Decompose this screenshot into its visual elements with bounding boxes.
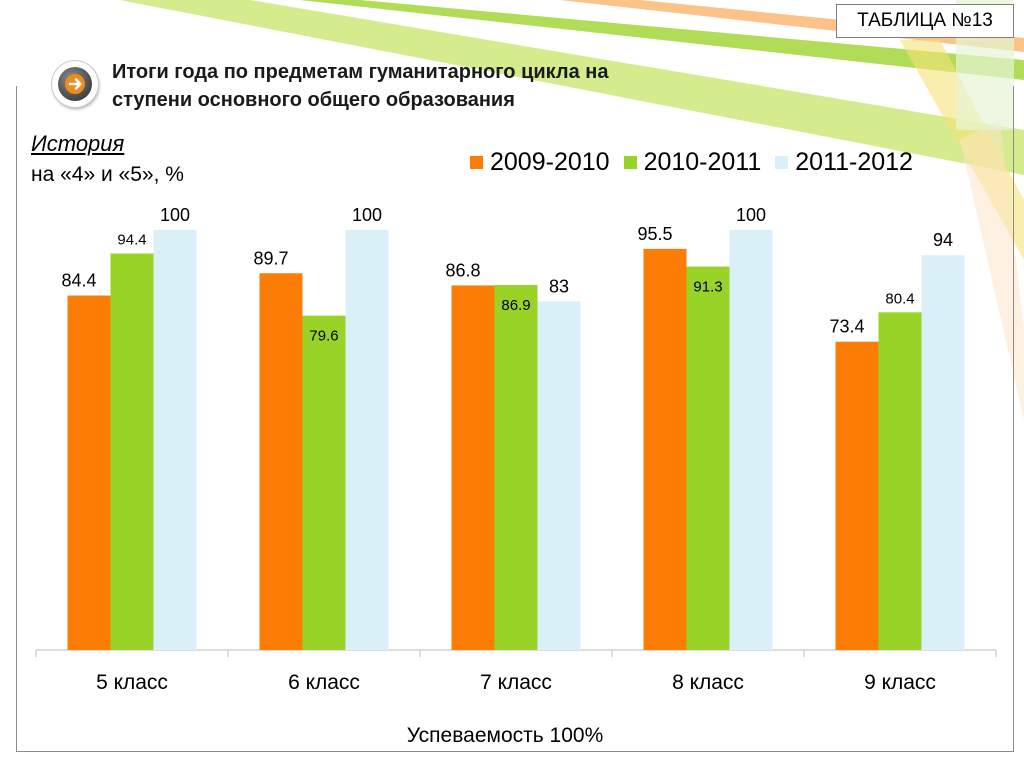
bar-2011-2012-6 bbox=[345, 230, 389, 650]
data-label-2009-2010-8: 95.5 bbox=[637, 224, 672, 244]
data-label-2009-2010-6: 89.7 bbox=[253, 248, 288, 268]
orange-stripe bbox=[560, 0, 1024, 52]
legend-swatch-2011-2012 bbox=[775, 155, 789, 169]
data-label-2011-2012-9: 94 bbox=[933, 230, 953, 250]
x-tick-label: 6 класс bbox=[288, 671, 360, 694]
chart-footnote: Успеваемость 100% bbox=[406, 724, 604, 747]
data-label-2011-2012-6: 100 bbox=[352, 205, 382, 225]
chart-legend: 2009-2010 2010-2011 2011-2012 bbox=[470, 146, 927, 178]
legend-item-2009-2010: 2009-2010 bbox=[470, 148, 610, 177]
legend-swatch-2009-2010 bbox=[470, 155, 483, 169]
data-label-2010-2011-5: 94.4 bbox=[117, 232, 146, 249]
legend-item-2011-2012: 2011-2012 bbox=[775, 148, 913, 177]
data-label-2010-2011-8: 91.3 bbox=[693, 279, 722, 296]
table-number-badge: ТАБЛИЦА №13 bbox=[836, 4, 1014, 38]
bar-2010-2011-9 bbox=[878, 312, 922, 650]
data-label-2011-2012-7: 83 bbox=[549, 276, 569, 296]
slide-title-line-1: Итоги года по предметам гуманитарного ци… bbox=[112, 61, 609, 83]
data-label-2011-2012-5: 100 bbox=[160, 205, 190, 225]
bar-2009-2010-6 bbox=[259, 273, 303, 650]
data-label-2011-2012-8: 100 bbox=[736, 205, 766, 225]
green-stripe-1 bbox=[120, 0, 1024, 175]
legend-label-2011-2012: 2011-2012 bbox=[795, 147, 913, 176]
bar-2010-2011-7 bbox=[494, 285, 538, 650]
slide-title: Итоги года по предметам гуманитарного ци… bbox=[112, 58, 752, 114]
bar-2011-2012-9 bbox=[921, 255, 965, 650]
bar-2009-2010-8 bbox=[643, 248, 687, 650]
data-label-2009-2010-9: 73.4 bbox=[829, 317, 864, 337]
legend-label-2010-2011: 2010-2011 bbox=[643, 147, 762, 176]
data-label-2010-2011-7: 86.9 bbox=[501, 297, 530, 314]
next-slide-button[interactable] bbox=[52, 61, 98, 107]
x-tick-label: 9 класс bbox=[864, 671, 936, 694]
bar-2011-2012-7 bbox=[537, 301, 581, 650]
bar-2009-2010-7 bbox=[451, 285, 495, 650]
data-label-2009-2010-5: 84.4 bbox=[61, 271, 96, 291]
bar-2009-2010-5 bbox=[67, 295, 111, 650]
green-stripe-2 bbox=[300, 0, 1024, 80]
arrow-right-icon bbox=[58, 67, 92, 101]
x-tick-label: 7 класс bbox=[480, 671, 552, 694]
legend-label-2009-2010: 2009-2010 bbox=[490, 147, 610, 176]
data-label-2010-2011-6: 79.6 bbox=[309, 328, 338, 345]
measure-caption: на «4» и «5», % bbox=[31, 163, 184, 186]
subject-name: История bbox=[31, 131, 125, 156]
bar-2010-2011-8 bbox=[686, 266, 730, 650]
bar-2010-2011-5 bbox=[110, 253, 154, 650]
bar-2009-2010-9 bbox=[835, 341, 879, 650]
data-label-2009-2010-7: 86.8 bbox=[445, 260, 480, 280]
data-label-2010-2011-9: 80.4 bbox=[885, 290, 914, 307]
legend-swatch-2010-2011 bbox=[623, 155, 637, 169]
slide-title-line-2: ступени основного общего образования bbox=[112, 89, 515, 111]
legend-item-2010-2011: 2010-2011 bbox=[623, 147, 762, 177]
light-stripe bbox=[960, 120, 1024, 420]
x-tick-label: 8 класс bbox=[672, 671, 744, 694]
x-tick-label: 5 класс bbox=[96, 671, 168, 694]
bar-2010-2011-6 bbox=[302, 315, 346, 650]
bar-2011-2012-8 bbox=[729, 230, 773, 650]
bar-2011-2012-5 bbox=[153, 230, 197, 650]
